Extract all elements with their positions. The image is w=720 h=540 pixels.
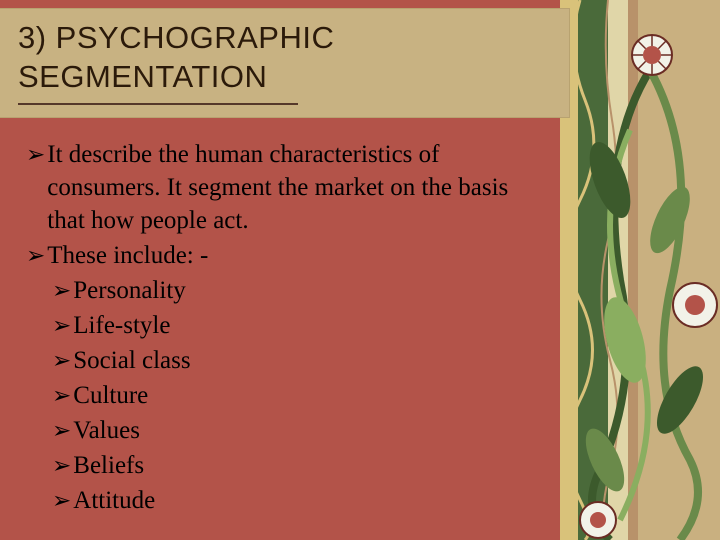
decorative-svg	[560, 0, 720, 540]
bullet-arrow-icon: ➢	[52, 484, 71, 516]
list-item-text: Values	[73, 414, 546, 447]
list-item-text: Attitude	[73, 484, 546, 517]
list-item: ➢ These include: -	[26, 239, 546, 272]
bullet-arrow-icon: ➢	[26, 239, 45, 271]
list-item-text: Beliefs	[73, 449, 546, 482]
list-item: ➢ Beliefs	[26, 449, 546, 482]
slide-title: 3) PSYCHOGRAPHIC SEGMENTATION	[18, 19, 569, 97]
title-bar: 3) PSYCHOGRAPHIC SEGMENTATION	[0, 8, 570, 118]
bullet-arrow-icon: ➢	[52, 344, 71, 376]
list-item-text: Personality	[73, 274, 546, 307]
list-item-text: These include: -	[47, 239, 546, 272]
body-content: ➢ It describe the human characteristics …	[26, 138, 546, 519]
bullet-arrow-icon: ➢	[52, 379, 71, 411]
list-item: ➢ Culture	[26, 379, 546, 412]
list-item: ➢ Attitude	[26, 484, 546, 517]
bullet-arrow-icon: ➢	[52, 274, 71, 306]
list-item: ➢ It describe the human characteristics …	[26, 138, 546, 237]
title-underline	[18, 103, 298, 105]
list-item: ➢ Social class	[26, 344, 546, 377]
bullet-arrow-icon: ➢	[52, 309, 71, 341]
list-item-text: Life-style	[73, 309, 546, 342]
list-item-text: It describe the human characteristics of…	[47, 138, 546, 237]
slide: 3) PSYCHOGRAPHIC SEGMENTATION ➢ It descr…	[0, 0, 720, 540]
list-item: ➢ Values	[26, 414, 546, 447]
bullet-arrow-icon: ➢	[52, 414, 71, 446]
list-item: ➢ Life-style	[26, 309, 546, 342]
list-item-text: Culture	[73, 379, 546, 412]
bullet-arrow-icon: ➢	[26, 138, 45, 170]
decorative-panel	[560, 0, 720, 540]
list-item: ➢ Personality	[26, 274, 546, 307]
bullet-arrow-icon: ➢	[52, 449, 71, 481]
list-item-text: Social class	[73, 344, 546, 377]
